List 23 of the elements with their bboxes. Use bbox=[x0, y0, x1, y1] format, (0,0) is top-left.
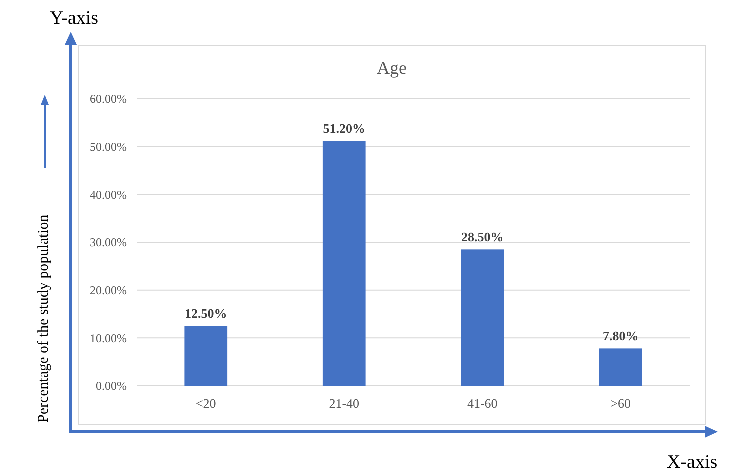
bar bbox=[322, 141, 366, 386]
y-tick-label: 60.00% bbox=[90, 92, 127, 106]
bar bbox=[184, 326, 228, 386]
text: Y-axis bbox=[50, 8, 99, 29]
y-tick-label: 40.00% bbox=[90, 188, 127, 202]
bar bbox=[461, 250, 504, 386]
data-label: 12.50% bbox=[185, 306, 228, 322]
bar bbox=[599, 348, 642, 386]
x-tick-label: >60 bbox=[610, 396, 632, 411]
y-tick-label: 30.00% bbox=[90, 236, 127, 250]
y-tick-label: 50.00% bbox=[90, 140, 127, 154]
x-tick-label: 21-40 bbox=[329, 396, 360, 411]
data-label: 28.50% bbox=[462, 230, 504, 245]
y-tick-label: 10.00% bbox=[90, 331, 127, 346]
x-tick-label: <20 bbox=[196, 396, 216, 411]
data-label: 7.80% bbox=[603, 328, 639, 344]
y-tick-label: 20.00% bbox=[90, 284, 127, 298]
y-axis-title: Percentage of the study population bbox=[36, 214, 52, 423]
x-tick-label: 41-60 bbox=[467, 396, 498, 411]
data-label: 51.20% bbox=[323, 121, 366, 136]
chart-title: Age bbox=[377, 58, 407, 78]
y-tick-label: 0.00% bbox=[96, 379, 127, 394]
text: X-axis bbox=[667, 452, 718, 473]
